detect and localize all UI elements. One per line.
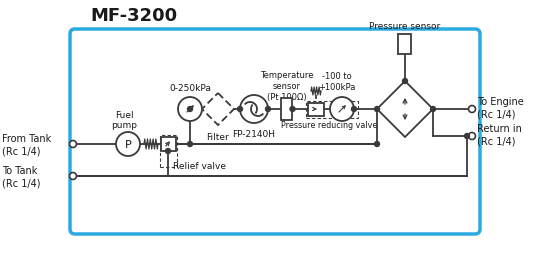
Circle shape bbox=[430, 107, 435, 112]
Bar bbox=[160, 135, 176, 167]
Bar bbox=[281, 99, 292, 121]
Text: Heat
exchanger: Heat exchanger bbox=[378, 95, 426, 114]
Text: To Engine
(Rc 1/4): To Engine (Rc 1/4) bbox=[477, 97, 524, 119]
Circle shape bbox=[166, 149, 171, 154]
Circle shape bbox=[469, 106, 475, 113]
Circle shape bbox=[375, 107, 380, 112]
Circle shape bbox=[266, 107, 271, 112]
Circle shape bbox=[237, 107, 242, 112]
Text: Pressure sensor: Pressure sensor bbox=[369, 22, 440, 31]
Circle shape bbox=[116, 133, 140, 156]
Circle shape bbox=[469, 133, 475, 140]
Circle shape bbox=[464, 134, 469, 139]
Text: -100 to
+100kPa: -100 to +100kPa bbox=[319, 72, 356, 92]
Circle shape bbox=[290, 107, 295, 112]
Text: Fuel
pump: Fuel pump bbox=[111, 110, 137, 130]
Bar bbox=[399, 35, 411, 55]
Circle shape bbox=[375, 142, 380, 147]
Text: FP-2140H: FP-2140H bbox=[232, 130, 276, 138]
Polygon shape bbox=[202, 94, 234, 125]
Text: P: P bbox=[125, 139, 131, 149]
Text: Relief valve: Relief valve bbox=[173, 161, 226, 170]
Circle shape bbox=[240, 96, 268, 123]
Text: To Tank
(Rc 1/4): To Tank (Rc 1/4) bbox=[2, 165, 41, 187]
Circle shape bbox=[70, 173, 77, 180]
Circle shape bbox=[178, 98, 202, 121]
Circle shape bbox=[70, 141, 77, 148]
Text: From Tank
(Rc 1/4): From Tank (Rc 1/4) bbox=[2, 133, 51, 156]
Text: Temperature
sensor
(Pt 100Ω): Temperature sensor (Pt 100Ω) bbox=[260, 71, 314, 102]
Circle shape bbox=[330, 98, 354, 121]
Circle shape bbox=[403, 79, 408, 84]
Text: Pressure reducing valve: Pressure reducing valve bbox=[281, 120, 377, 129]
Polygon shape bbox=[377, 82, 433, 137]
Circle shape bbox=[351, 107, 356, 112]
Bar bbox=[161, 137, 176, 151]
Circle shape bbox=[187, 107, 192, 112]
Text: MF-3200: MF-3200 bbox=[90, 7, 177, 25]
Bar bbox=[308, 103, 324, 116]
Text: Filter: Filter bbox=[207, 133, 230, 141]
Circle shape bbox=[187, 142, 192, 147]
Text: Return in
(Rc 1/4): Return in (Rc 1/4) bbox=[477, 123, 522, 146]
Text: 0-250kPa: 0-250kPa bbox=[169, 84, 211, 93]
Bar bbox=[306, 101, 358, 118]
